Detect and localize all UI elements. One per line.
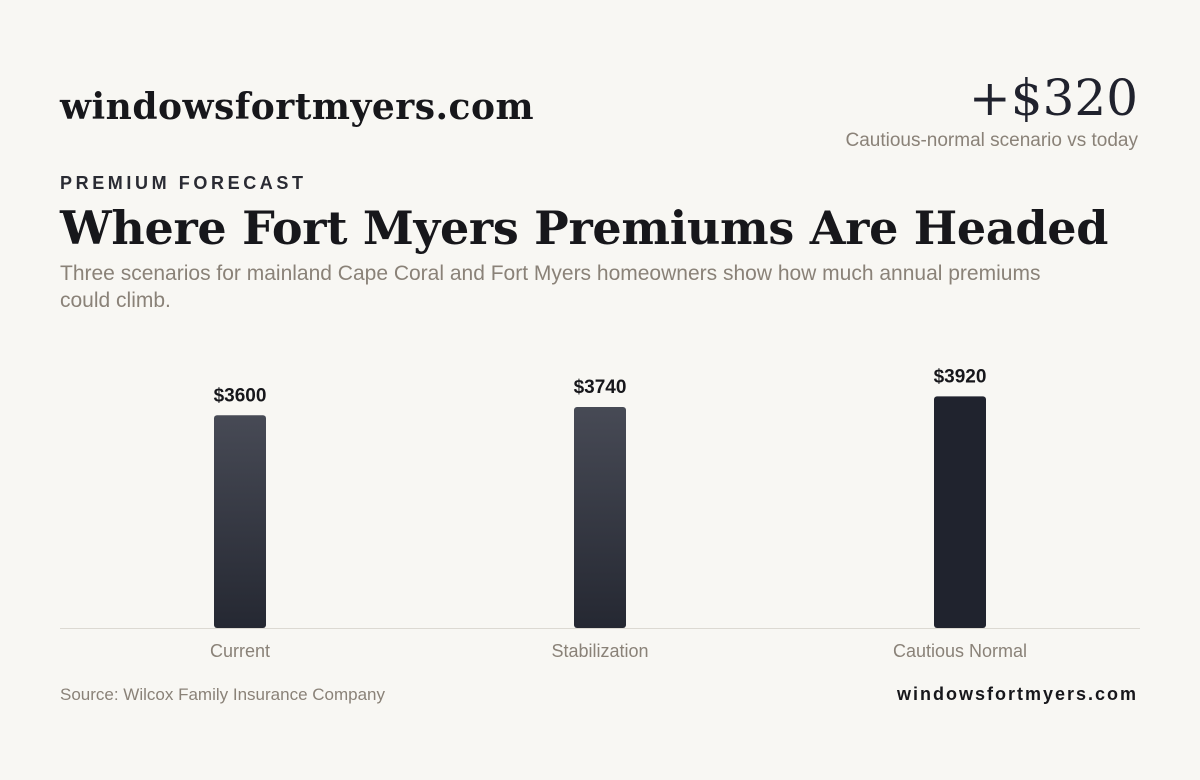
footer-brand: windowsfortmyers.com <box>896 684 1138 704</box>
kpi-callout: +$320 Cautious-normal scenario vs today <box>845 68 1138 152</box>
page-subtitle: Three scenarios for mainland Cape Coral … <box>60 262 1041 312</box>
bar-chart: $3600 Current $3740 Stabilization $3920 Cauti… <box>60 366 1140 661</box>
kpi-value: +$320 <box>968 69 1138 127</box>
page-title: Where Fort Myers Premiums Are Headed <box>60 201 1109 255</box>
bar-cautious-normal <box>934 396 986 628</box>
category-label: Current <box>210 641 270 661</box>
bar-current <box>214 415 266 628</box>
value-label: $3740 <box>574 377 627 398</box>
value-label: $3920 <box>934 366 987 387</box>
source-note: Source: Wilcox Family Insurance Company <box>60 685 386 704</box>
bar-stabilization <box>574 407 626 628</box>
kpi-caption: Cautious-normal scenario vs today <box>845 130 1138 151</box>
brand-logo: windowsfortmyers.com <box>60 86 535 128</box>
value-label: $3600 <box>214 385 267 406</box>
category-label: Cautious Normal <box>893 641 1027 661</box>
category-label: Stabilization <box>551 641 648 661</box>
eyebrow-label: PREMIUM FORECAST <box>60 173 307 193</box>
